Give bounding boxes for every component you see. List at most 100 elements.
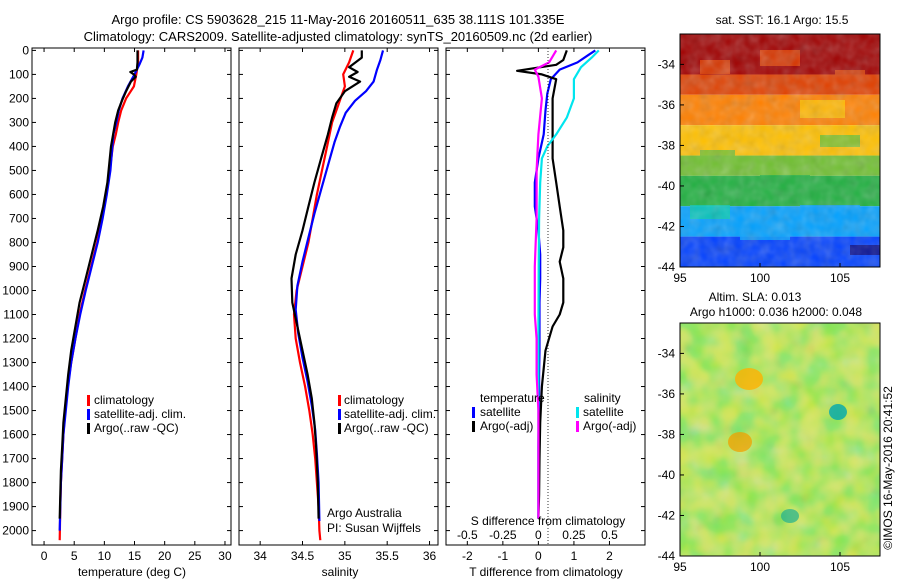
salinity-legend: climatology satellite-adj. clim. Argo(..… <box>327 393 436 535</box>
x-tick-label: 0 <box>535 549 542 563</box>
sla-blob-high <box>735 368 763 390</box>
legend-swatch-t-satellite <box>472 407 475 418</box>
temperature-panel-frame <box>31 47 232 546</box>
legend-swatch-satellite <box>338 409 341 420</box>
depth-tick-label: 900 <box>9 259 29 273</box>
lon-tick-label: 95 <box>673 560 687 574</box>
lat-tick-label: -42 <box>658 219 676 233</box>
legend-label-s-argo: Argo(-adj) <box>583 419 636 433</box>
legend-label-climatology: climatology <box>344 393 404 407</box>
sla-blob-high <box>728 432 752 452</box>
legend-salinity-title: salinity <box>584 391 621 405</box>
top-tick-label: -0.5 <box>457 528 478 542</box>
legend-swatch-s-argo <box>576 421 579 432</box>
temperature-legend: climatology satellite-adj. clim. Argo(..… <box>87 393 186 435</box>
depth-tick-label: 200 <box>9 91 29 105</box>
depth-tick-label: 300 <box>9 115 29 129</box>
depth-tick-label: 1000 <box>2 283 29 297</box>
lat-tick-label: -44 <box>658 260 676 274</box>
lat-tick-label: -40 <box>658 468 676 482</box>
lat-tick-label: -40 <box>658 179 676 193</box>
sst-map <box>679 33 881 268</box>
depth-tick-label: 800 <box>9 235 29 249</box>
sla-map-frame <box>679 322 881 557</box>
lon-tick-label: 105 <box>830 271 850 285</box>
legend-temperature-title: temperature <box>480 391 545 405</box>
lon-tick-label: 95 <box>673 271 687 285</box>
legend-label-s-satellite: satellite <box>583 405 624 419</box>
depth-tick-label: 1100 <box>3 308 29 322</box>
legend-swatch-climatology <box>338 395 341 406</box>
x-tick-label: 1 <box>571 549 578 563</box>
x-tick-label: 20 <box>158 549 172 563</box>
series-line-satellite-adj-clim- <box>58 50 145 531</box>
x-tick-label: 15 <box>128 549 142 563</box>
depth-tick-label: 1600 <box>2 428 29 442</box>
difference-curves <box>515 49 600 519</box>
depth-tick-label: 600 <box>9 187 29 201</box>
temperature-curves <box>58 50 145 541</box>
sst-map-frame <box>679 33 881 268</box>
lon-tick-label: 100 <box>750 560 770 574</box>
legend-label-satellite: satellite-adj. clim. <box>94 407 186 421</box>
lat-tick-label: -36 <box>658 387 676 401</box>
depth-axis: 0 100 200 300 400 500 600 700 800 900 1000 1100 1200… <box>2 43 645 538</box>
depth-tick-label: 700 <box>9 211 29 225</box>
lat-tick-label: -38 <box>658 427 676 441</box>
depth-tick-label: 0 <box>22 43 29 57</box>
sst-map-title: sat. SST: 16.1 Argo: 15.5 <box>716 13 849 27</box>
x-tick-label: 35.5 <box>376 549 400 563</box>
salinity-xlabel: salinity <box>322 565 359 579</box>
legend-label-satellite: satellite-adj. clim. <box>344 407 436 421</box>
salinity-curves <box>290 50 385 541</box>
depth-tick-label: 1500 <box>2 404 29 418</box>
series-line-argo-raw-qc- <box>290 50 363 519</box>
depth-tick-label: 1300 <box>2 356 29 370</box>
lat-tick-label: -44 <box>658 549 676 563</box>
x-axis-ticks: 0 5 10 15 20 25 30 34 34.5 35 35.5 36 -2 -1 0 1 2 -0.5 -0.… <box>41 48 618 563</box>
series-line-argo-raw-qc- <box>58 50 139 519</box>
sla-map <box>679 322 881 557</box>
legend-label-argo: Argo(..raw -QC) <box>94 421 179 435</box>
legend-swatch-argo <box>87 423 90 434</box>
series-line-salinity-satellite <box>537 49 600 519</box>
x-tick-label: 36 <box>423 549 437 563</box>
legend-swatch-satellite <box>87 409 90 420</box>
lat-tick-label: -42 <box>658 508 676 522</box>
depth-tick-label: 500 <box>9 163 29 177</box>
legend-swatch-s-satellite <box>576 407 579 418</box>
lat-tick-label: -34 <box>658 57 676 71</box>
sla-map-title2: Argo h1000: 0.036 h2000: 0.048 <box>690 305 862 319</box>
x-tick-label: 5 <box>71 549 78 563</box>
x-tick-label: -2 <box>462 549 473 563</box>
difference-legend: temperature salinity satellite Argo(-adj… <box>472 391 636 433</box>
header-line1: Argo profile: CS 5903628_215 11-May-2016… <box>112 12 565 27</box>
lon-tick-label: 100 <box>750 271 770 285</box>
legend-label-t-argo: Argo(-adj) <box>480 419 533 433</box>
depth-tick-label: 1200 <box>2 332 29 346</box>
salinity-panel-frame <box>238 47 439 546</box>
legend-swatch-argo <box>338 423 341 434</box>
depth-tick-label: 2000 <box>2 524 29 538</box>
lat-tick-label: -38 <box>658 138 676 152</box>
difference-top-label: S difference from climatology <box>471 514 626 528</box>
depth-tick-label: 1700 <box>2 452 29 466</box>
series-line-satellite-adj-clim- <box>294 50 385 522</box>
x-tick-label: 25 <box>188 549 202 563</box>
x-tick-label: 2 <box>606 549 613 563</box>
temperature-xlabel: temperature (deg C) <box>78 565 186 579</box>
sla-blob-low <box>781 509 799 523</box>
top-tick-label: 0 <box>535 528 542 542</box>
legend-label-climatology: climatology <box>94 393 154 407</box>
x-tick-label: 34 <box>253 549 267 563</box>
x-tick-label: 34.5 <box>291 549 315 563</box>
depth-tick-label: 1900 <box>2 500 29 514</box>
depth-tick-label: 100 <box>9 67 29 81</box>
legend-swatch-t-argo <box>472 421 475 432</box>
series-line-salinity-argo-adj- <box>533 49 558 519</box>
top-tick-label: 0.5 <box>601 528 618 542</box>
lat-tick-label: -34 <box>658 346 676 360</box>
timestamp-stamp: ©IMOS 16-May-2016 20:41:52 <box>881 386 895 550</box>
legend-label-argo: Argo(..raw -QC) <box>344 421 429 435</box>
